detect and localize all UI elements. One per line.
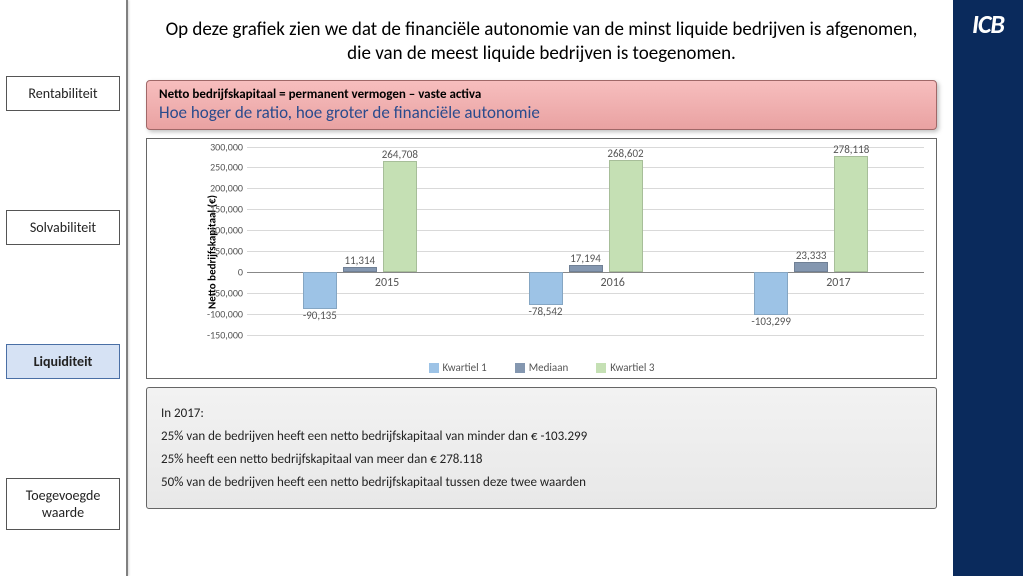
y-tick-label: -150,000 xyxy=(201,328,243,341)
y-tick-label: -100,000 xyxy=(201,307,243,320)
notes-line: 25% heeft een netto bedrijfskapitaal van… xyxy=(161,452,922,467)
bar-mediaan-2016: 17,194 xyxy=(569,265,603,272)
chart-container: Netto bedrijfskapitaal (€) -150,000-100,… xyxy=(146,138,937,379)
bar-group-2015: -90,135 11,314 264,708 2015 xyxy=(247,147,473,335)
bar-mediaan-2015: 11,314 xyxy=(343,267,377,272)
chart-legend: Kwartiel 1 Mediaan Kwartiel 3 xyxy=(151,357,932,374)
brand-band: ICB xyxy=(953,0,1023,576)
legend-swatch xyxy=(515,363,525,373)
notes-heading: In 2017: xyxy=(161,406,922,421)
y-tick-label: 100,000 xyxy=(201,224,243,237)
y-tick-label: 250,000 xyxy=(201,161,243,174)
y-tick-label: 150,000 xyxy=(201,203,243,216)
bar-kwartiel-1-2016: -78,542 xyxy=(529,272,563,305)
callout-line-1: Netto bedrijfskapitaal = permanent vermo… xyxy=(159,87,924,102)
bar-value-label: -103,299 xyxy=(751,315,791,328)
notes-line: 25% van de bedrijven heeft een netto bed… xyxy=(161,429,922,444)
sidebar-item-rentabiliteit[interactable]: Rentabiliteit xyxy=(6,76,120,111)
formula-callout: Netto bedrijfskapitaal = permanent vermo… xyxy=(146,80,937,130)
bar-value-label: 17,194 xyxy=(570,252,601,265)
y-tick-label: 50,000 xyxy=(201,244,243,257)
y-tick-label: 300,000 xyxy=(201,140,243,153)
y-tick-label: -50,000 xyxy=(201,286,243,299)
category-label-2017: 2017 xyxy=(826,276,850,290)
bar-kwartiel-1-2015: -90,135 xyxy=(303,272,337,310)
bar-value-label: 23,333 xyxy=(796,249,827,262)
bar-kwartiel-1-2017: -103,299 xyxy=(754,272,788,315)
category-label-2015: 2015 xyxy=(375,276,399,290)
legend-item-mediaan: Mediaan xyxy=(515,361,569,374)
bar-groups: -90,135 11,314 264,708 2015 -78,542 17,194 268… xyxy=(247,147,924,335)
bar-mediaan-2017: 23,333 xyxy=(794,262,828,272)
y-tick-label: 0 xyxy=(201,265,243,278)
plot-area: -150,000-100,000-50,000050,000100,000150… xyxy=(247,147,924,335)
main-content: Op deze grafiek zien we dat de financiël… xyxy=(130,0,953,576)
notes-box: In 2017: 25% van de bedrijven heeft een … xyxy=(146,387,937,509)
callout-line-2: Hoe hoger de ratio, hoe groter de financ… xyxy=(159,102,924,123)
sidebar: Rentabiliteit Solvabiliteit Liquiditeit Toe… xyxy=(0,0,128,576)
gridline xyxy=(247,335,924,336)
sidebar-item-toegevoegde-waarde[interactable]: Toegevoegde waarde xyxy=(6,478,120,530)
legend-swatch xyxy=(596,363,606,373)
bar-value-label: 278,118 xyxy=(833,143,869,156)
grouped-bar-chart: Netto bedrijfskapitaal (€) -150,000-100,… xyxy=(203,147,924,357)
bar-value-label: 264,708 xyxy=(382,148,418,161)
bar-group-2016: -78,542 17,194 268,602 2016 xyxy=(473,147,699,335)
bar-value-label: -78,542 xyxy=(529,305,563,318)
y-tick-label: 200,000 xyxy=(201,182,243,195)
brand-logo: ICB xyxy=(972,8,1004,40)
bar-value-label: 268,602 xyxy=(607,147,643,160)
legend-item-kwartiel-1: Kwartiel 1 xyxy=(429,361,487,374)
page-title: Op deze grafiek zien we dat de financiël… xyxy=(142,10,941,76)
bar-value-label: 11,314 xyxy=(345,254,376,267)
bar-group-2017: -103,299 23,333 278,118 2017 xyxy=(698,147,924,335)
sidebar-item-liquiditeit[interactable]: Liquiditeit xyxy=(6,344,120,379)
sidebar-item-solvabiliteit[interactable]: Solvabiliteit xyxy=(6,210,120,245)
bar-kwartiel-3-2017: 278,118 xyxy=(834,156,868,272)
bar-kwartiel-3-2016: 268,602 xyxy=(609,160,643,272)
bar-kwartiel-3-2015: 264,708 xyxy=(383,161,417,272)
legend-item-kwartiel-3: Kwartiel 3 xyxy=(596,361,654,374)
notes-line: 50% van de bedrijven heeft een netto bed… xyxy=(161,475,922,490)
bar-value-label: -90,135 xyxy=(303,309,337,322)
legend-swatch xyxy=(429,363,439,373)
category-label-2016: 2016 xyxy=(601,276,625,290)
